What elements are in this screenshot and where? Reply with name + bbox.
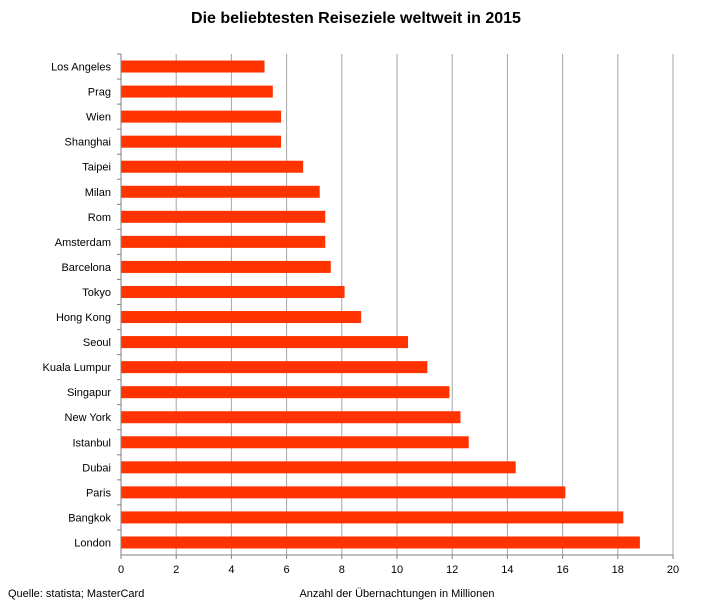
x-tick-label: 16: [556, 564, 568, 576]
bar: [121, 311, 362, 324]
x-tick-label: 10: [391, 564, 403, 576]
category-label: London: [74, 537, 111, 549]
category-label: Rom: [88, 212, 111, 224]
category-label: Singapur: [67, 387, 111, 399]
category-label: Dubai: [82, 462, 111, 474]
x-tick-label: 12: [446, 564, 458, 576]
category-label: Los Angeles: [51, 62, 111, 74]
bar: [121, 411, 461, 424]
x-tick-label: 0: [118, 564, 124, 576]
bar: [121, 210, 326, 223]
category-label: Shanghai: [65, 137, 112, 149]
category-label: Bangkok: [68, 512, 111, 524]
category-label: Istanbul: [72, 437, 111, 449]
bar: [121, 361, 428, 374]
x-tick-label: 18: [612, 564, 624, 576]
bar: [121, 461, 516, 474]
category-label: Wien: [86, 112, 111, 124]
x-tick-label: 4: [228, 564, 234, 576]
bar: [121, 436, 469, 449]
bar: [121, 235, 326, 248]
x-tick-label: 20: [667, 564, 679, 576]
category-label: Milan: [85, 187, 111, 199]
bar: [121, 135, 282, 148]
bar: [121, 386, 450, 399]
category-label: Kuala Lumpur: [43, 362, 112, 374]
bar: [121, 85, 273, 98]
bar: [121, 511, 624, 524]
bar: [121, 110, 282, 123]
x-tick-label: 14: [501, 564, 513, 576]
x-tick-label: 8: [339, 564, 345, 576]
bar: [121, 260, 331, 273]
x-tick-label: 2: [173, 564, 179, 576]
source-note: Quelle: statista; MasterCard: [8, 588, 145, 600]
bar: [121, 336, 409, 349]
chart-title: Die beliebtesten Reiseziele weltweit in …: [191, 10, 521, 27]
bar: [121, 536, 640, 549]
category-label: Tokyo: [82, 287, 111, 299]
category-label: Hong Kong: [56, 312, 111, 324]
category-label: Seoul: [83, 337, 111, 349]
x-axis-title: Anzahl der Übernachtungen in Millionen: [299, 588, 494, 600]
category-label: Prag: [88, 87, 111, 99]
bar: [121, 185, 320, 198]
x-tick-label: 6: [284, 564, 290, 576]
category-label: Amsterdam: [55, 237, 111, 249]
bar: [121, 60, 265, 73]
bar: [121, 486, 566, 499]
bar: [121, 160, 304, 173]
bar: [121, 285, 345, 298]
category-label: Paris: [86, 487, 112, 499]
category-label: Taipei: [82, 162, 111, 174]
category-label: New York: [65, 412, 112, 424]
category-label: Barcelona: [61, 262, 111, 274]
